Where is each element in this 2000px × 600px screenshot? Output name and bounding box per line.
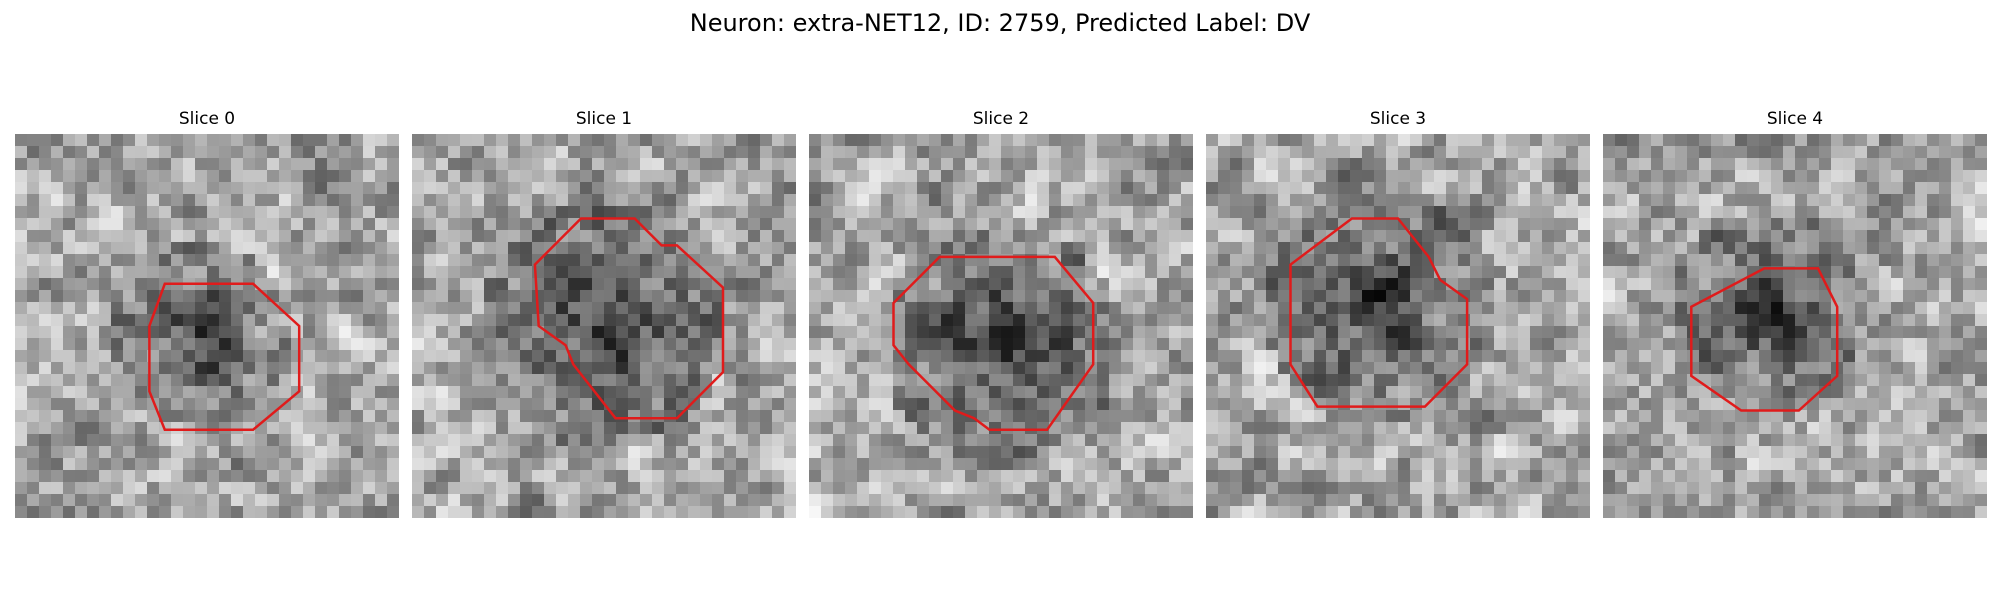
microscopy-slice-image	[809, 134, 1193, 518]
microscopy-slice-image	[412, 134, 796, 518]
neuron-outline	[1289, 217, 1469, 408]
slice-panel-0: Slice 0	[15, 108, 399, 518]
neuron-outline	[148, 282, 301, 431]
microscopy-slice-image	[1603, 134, 1987, 518]
slice-panel-3: Slice 3	[1206, 108, 1590, 518]
slice-title: Slice 4	[1766, 109, 1824, 129]
neuron-outline	[533, 217, 725, 420]
slice-panel-1: Slice 1	[412, 108, 796, 518]
pixel-grid	[1206, 134, 1590, 518]
pixel-grid	[412, 134, 796, 518]
slice-panel-2: Slice 2	[809, 108, 1193, 518]
slice-title: Slice 1	[575, 109, 633, 129]
slice-title: Slice 0	[178, 109, 236, 129]
neuron-outline	[1690, 267, 1839, 412]
figure-title: Neuron: extra-NET12, ID: 2759, Predicted…	[689, 9, 1311, 37]
slice-title: Slice 3	[1369, 109, 1427, 129]
pixel-grid	[15, 134, 399, 518]
slice-panel-4: Slice 4	[1603, 108, 1987, 518]
slice-title: Slice 2	[972, 109, 1030, 129]
microscopy-slice-image	[15, 134, 399, 518]
pixel-grid	[1603, 134, 1987, 518]
pixel-grid	[809, 134, 1193, 518]
microscopy-slice-image	[1206, 134, 1590, 518]
neuron-outline	[892, 255, 1095, 431]
